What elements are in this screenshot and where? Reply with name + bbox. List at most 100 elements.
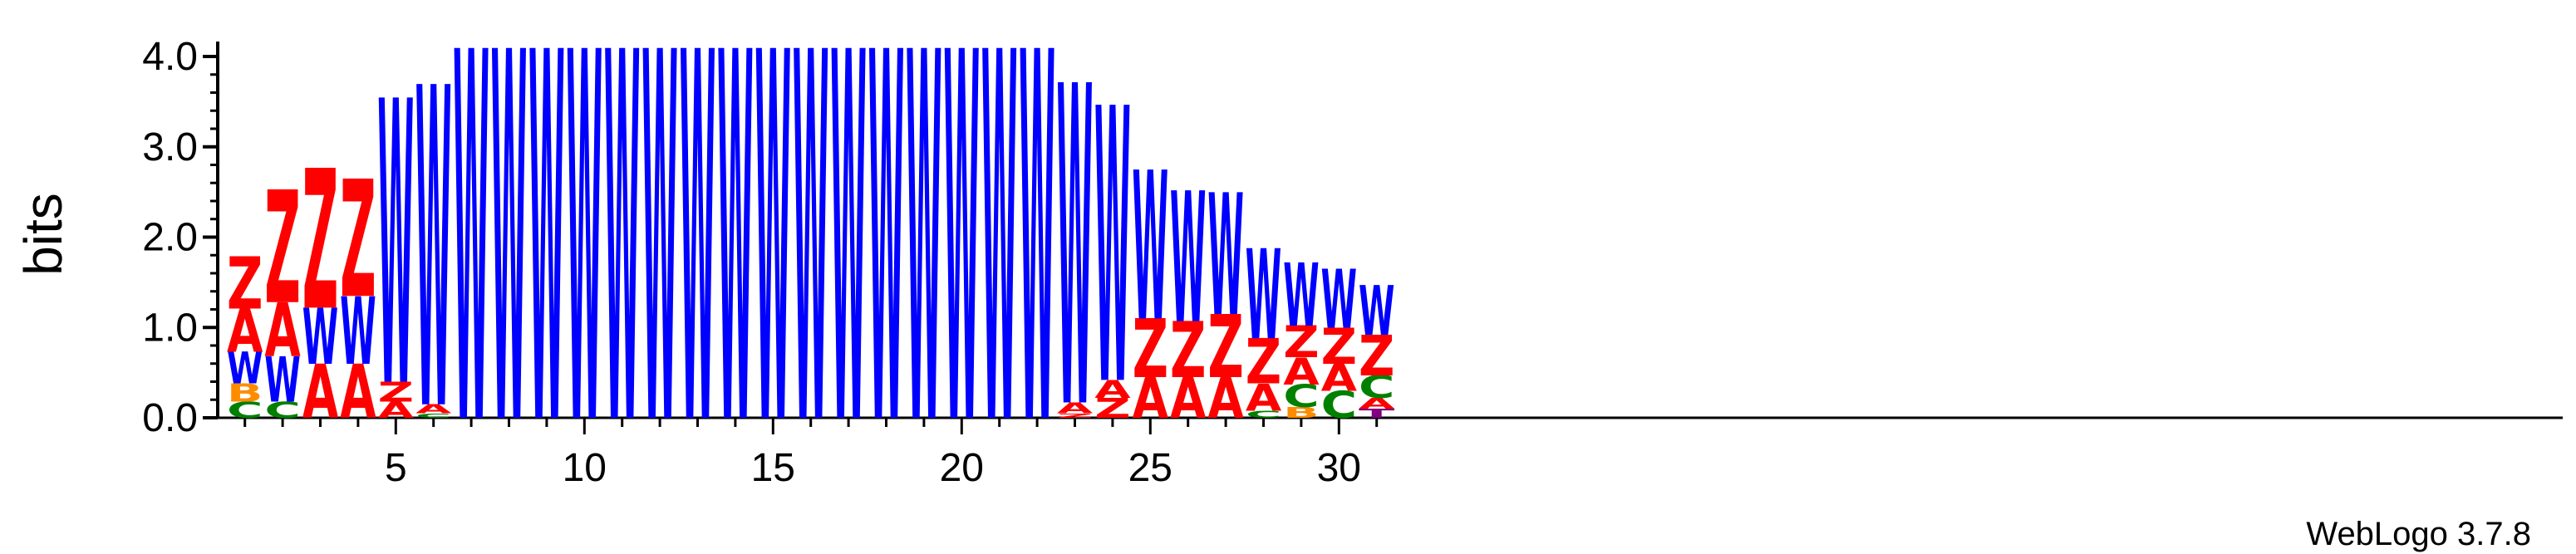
glyph-w: W [378,20,414,474]
logo-column-21: W [981,0,1017,538]
logo-column-14: W [717,0,753,538]
logo-column-16: W [793,0,828,538]
glyph-a: A [378,398,414,424]
glyph-a: A [340,349,376,435]
glyph-a: A [1094,375,1131,404]
glyph-w: W [1094,31,1130,469]
y-axis-label: bits [13,193,73,276]
glyph-z: Z [1359,324,1394,389]
glyph-w: W [1359,272,1394,352]
x-tick-label: 20 [940,446,984,490]
glyph-z: Z [302,129,338,353]
x-tick-label: 5 [385,446,407,490]
glyph-w: W [302,292,338,382]
logo-column-10: W [567,0,602,538]
glyph-w: W [1283,245,1319,346]
glyph-c: C [1283,378,1319,414]
glyph-z: Z [1321,319,1357,376]
glyph-w: W [1207,160,1243,354]
glyph-a: A [227,297,263,366]
logo-column-20: W [944,0,980,538]
logo-column-26: AZW [1170,154,1207,431]
logo-column-4: AWZ [340,146,376,435]
glyph-a: A [1133,366,1169,431]
glyph-w: W [680,0,715,538]
glyph-a: A [1321,356,1357,400]
glyph-z: Z [378,377,414,409]
glyph-z: Z [1207,297,1243,398]
logo-column-9: W [528,0,564,538]
glyph-a: A [1057,400,1093,417]
logo-column-13: W [680,0,715,538]
glyph-b: B [1283,404,1319,421]
glyph-a: A [1170,366,1207,431]
glyph-w: W [567,0,602,538]
logo-column-12: W [642,0,677,538]
glyph-a: A [1283,350,1319,393]
glyph-c: C [264,397,300,424]
glyph-a: A [1359,395,1394,412]
glyph-w: W [227,343,263,394]
glyph-w: W [906,0,941,538]
glyph-w: W [604,0,640,538]
glyph-a: A [302,349,339,435]
logo-column-23: ZAW [1057,0,1093,507]
glyph-w: W [830,0,866,538]
glyph-z: Z [1283,318,1319,368]
glyph-a: A [1207,366,1244,431]
logo-column-8: W [491,0,527,538]
logo-column-5: AZW [378,20,414,474]
y-tick-label: 1.0 [142,306,198,350]
logo-column-3: AWZ [302,129,339,435]
glyph-b: B [227,379,263,408]
glyph-z: Z [1057,412,1093,419]
x-axis: 5 10 15 20 25 30 [218,416,2563,490]
glyph-a: A [264,287,301,374]
glyph-c: C [1246,409,1281,420]
logo-column-25: AZW [1133,130,1169,432]
glyph-w: W [264,346,300,417]
glyph-c: C [227,397,263,424]
glyph-w: W [981,0,1017,538]
x-tick-label: 15 [751,446,795,490]
logo-column-11: W [604,0,640,538]
glyph-t: T [1359,406,1395,420]
logo-column-18: W [868,0,904,538]
logo-column-7: W [453,0,489,538]
logo-column-19: W [906,0,941,538]
glyph-w: W [755,0,791,538]
glyph-z: Z [1246,326,1281,398]
glyph-a: A [1246,376,1281,419]
logo-column-6: CAW [415,0,452,508]
glyph-w: W [944,0,980,538]
glyph-w: W [340,277,376,386]
x-tick-label: 30 [1317,446,1361,490]
glyph-w: W [1057,0,1093,507]
x-tick-label: 10 [563,446,607,490]
glyph-z: Z [264,159,300,339]
glyph-w: W [491,0,527,538]
glyph-z: Z [1094,393,1130,424]
glyph-a: A [415,402,452,416]
glyph-w: W [415,0,451,508]
y-tick-label: 3.0 [142,125,198,169]
glyph-w: W [453,0,489,538]
y-tick-label: 2.0 [142,216,198,260]
glyph-w: W [1170,154,1206,364]
glyph-z: Z [340,146,376,334]
logo-column-27: AZW [1207,160,1244,431]
y-tick-label: 4.0 [142,35,198,79]
y-axis: 0.0 1.0 2.0 3.0 4.0 [142,35,219,440]
glyph-w: W [1321,253,1357,347]
glyph-w: W [868,0,904,538]
glyph-w: W [1246,223,1281,368]
y-tick-label: 0.0 [142,396,198,440]
